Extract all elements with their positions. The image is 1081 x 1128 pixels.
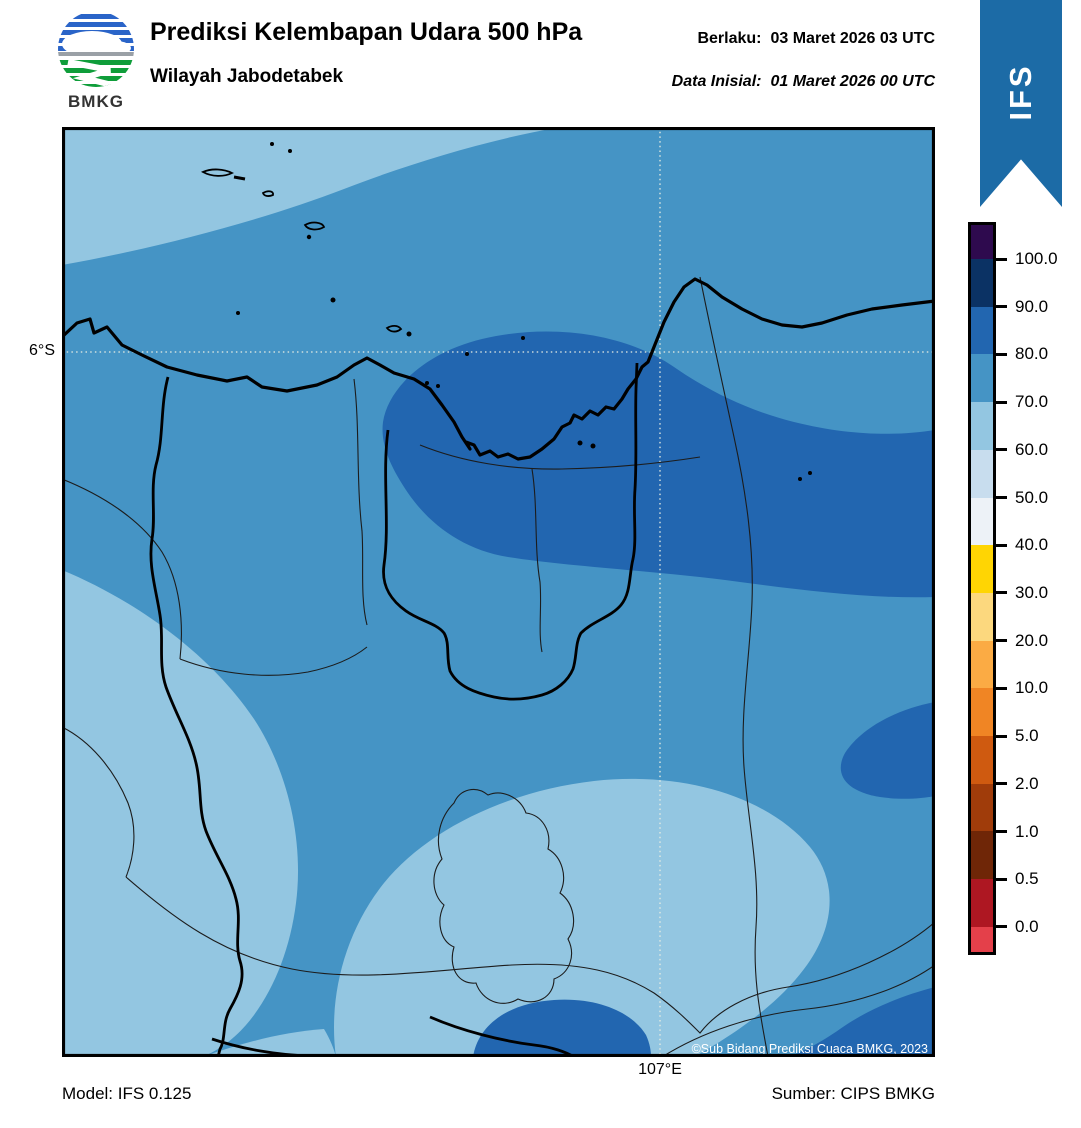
colorbar-segment-50-60 bbox=[971, 449, 993, 498]
valid-time-value: 03 Maret 2026 03 UTC bbox=[770, 30, 935, 47]
colorbar-ticks: 100.0 90.0 80.0 70.0 60.0 50.0 40.0 30.0 20.0 10.… bbox=[996, 222, 1081, 962]
init-time-value: 01 Maret 2026 00 UTC bbox=[770, 73, 935, 90]
colorbar-segment-2-5 bbox=[971, 736, 993, 784]
tick-mark-icon bbox=[996, 448, 1007, 452]
tick-label: 5.0 bbox=[1015, 726, 1039, 746]
tick-mark-icon bbox=[996, 734, 1007, 738]
coastline bbox=[62, 277, 935, 461]
lon-axis-label: 107°E bbox=[638, 1061, 682, 1078]
colorbar-tick-100.0: 100.0 bbox=[996, 249, 1058, 269]
tick-mark-icon bbox=[996, 925, 1007, 929]
district-boundaries bbox=[62, 276, 935, 1057]
tick-label: 70.0 bbox=[1015, 392, 1049, 412]
colorbar-segment-30-40 bbox=[971, 545, 993, 593]
valid-time-label: Berlaku: bbox=[697, 30, 762, 47]
tick-mark-icon bbox=[996, 591, 1007, 595]
tick-label: 90.0 bbox=[1015, 296, 1049, 316]
colorbar-tick-0.0: 0.0 bbox=[996, 917, 1039, 937]
map-copyright: ©Sub Bidang Prediksi Cuaca BMKG, 2023 bbox=[692, 1042, 928, 1056]
colorbar-tick-20.0: 20.0 bbox=[996, 631, 1048, 651]
colorbar: 100.0 90.0 80.0 70.0 60.0 50.0 40.0 30.0 20.0 10.… bbox=[968, 222, 1081, 962]
colorbar-tick-30.0: 30.0 bbox=[996, 583, 1048, 603]
colorbar-tick-10.0: 10.0 bbox=[996, 678, 1048, 698]
tick-mark-icon bbox=[996, 257, 1007, 261]
page-title: Prediksi Kelembapan Udara 500 hPa bbox=[150, 18, 583, 46]
province-boundaries bbox=[149, 362, 639, 1057]
tick-mark-icon bbox=[996, 352, 1007, 356]
model-ribbon-label: IFS bbox=[1003, 63, 1038, 121]
tick-mark-icon bbox=[996, 830, 1007, 834]
colorbar-tick-1.0: 1.0 bbox=[996, 822, 1039, 842]
tick-label: 0.5 bbox=[1015, 869, 1039, 889]
valid-time-line: Berlaku: 03 Maret 2026 03 UTC bbox=[595, 30, 935, 48]
colorbar-segment-gt-100 bbox=[971, 225, 993, 259]
colorbar-segment-60-70 bbox=[971, 402, 993, 450]
tick-label: 10.0 bbox=[1015, 678, 1049, 698]
colorbar-tick-80.0: 80.0 bbox=[996, 344, 1048, 364]
colorbar-segment-20-30 bbox=[971, 592, 993, 641]
lat-axis-label: 6°S bbox=[29, 342, 55, 359]
tick-mark-icon bbox=[996, 496, 1007, 500]
tick-label: 40.0 bbox=[1015, 535, 1049, 555]
tick-label: 60.0 bbox=[1015, 439, 1049, 459]
tick-mark-icon bbox=[996, 686, 1007, 690]
tick-label: 30.0 bbox=[1015, 582, 1049, 602]
islands bbox=[200, 142, 812, 481]
colorbar-segment-lt-0 bbox=[971, 926, 993, 952]
colorbar-tick-2.0: 2.0 bbox=[996, 774, 1039, 794]
colorbar-segment-1-2 bbox=[971, 783, 993, 832]
bmkg-logo-text: BMKG bbox=[68, 92, 124, 111]
tick-mark-icon bbox=[996, 400, 1007, 404]
tick-mark-icon bbox=[996, 543, 1007, 547]
colorbar-segment-90-100 bbox=[971, 259, 993, 307]
colorbar-segments bbox=[968, 222, 996, 955]
colorbar-tick-60.0: 60.0 bbox=[996, 440, 1048, 460]
bmkg-logo-icon bbox=[58, 11, 134, 87]
colorbar-tick-90.0: 90.0 bbox=[996, 297, 1048, 317]
model-ribbon: IFS bbox=[980, 0, 1062, 207]
colorbar-segment-0.5-1 bbox=[971, 831, 993, 880]
tick-mark-icon bbox=[996, 877, 1007, 881]
colorbar-segment-40-50 bbox=[971, 497, 993, 546]
colorbar-tick-0.5: 0.5 bbox=[996, 869, 1039, 889]
colorbar-tick-50.0: 50.0 bbox=[996, 488, 1048, 508]
footer-model: Model: IFS 0.125 bbox=[62, 1084, 192, 1103]
tick-label: 1.0 bbox=[1015, 821, 1039, 841]
tick-label: 50.0 bbox=[1015, 487, 1049, 507]
tick-mark-icon bbox=[996, 305, 1007, 309]
footer-source: Sumber: CIPS BMKG bbox=[771, 1084, 935, 1103]
tick-label: 0.0 bbox=[1015, 916, 1039, 936]
map-frame bbox=[62, 127, 935, 1057]
page-subtitle: Wilayah Jabodetabek bbox=[150, 66, 344, 87]
tick-label: 80.0 bbox=[1015, 344, 1049, 364]
tick-label: 2.0 bbox=[1015, 773, 1039, 793]
colorbar-segment-80-90 bbox=[971, 306, 993, 355]
tick-label: 20.0 bbox=[1015, 630, 1049, 650]
colorbar-segment-5-10 bbox=[971, 688, 993, 737]
colorbar-tick-40.0: 40.0 bbox=[996, 535, 1048, 555]
tick-mark-icon bbox=[996, 782, 1007, 786]
tick-mark-icon bbox=[996, 639, 1007, 643]
colorbar-tick-70.0: 70.0 bbox=[996, 392, 1048, 412]
init-time-line: Data Inisial: 01 Maret 2026 00 UTC bbox=[595, 73, 935, 91]
colorbar-segment-0-0.5 bbox=[971, 879, 993, 927]
weather-map: ©Sub Bidang Prediksi Cuaca BMKG, 2023 bbox=[62, 127, 935, 1057]
bmkg-logo: BMKG bbox=[50, 8, 142, 112]
colorbar-tick-5.0: 5.0 bbox=[996, 726, 1039, 746]
tick-label: 100.0 bbox=[1015, 249, 1058, 268]
colorbar-segment-10-20 bbox=[971, 640, 993, 689]
init-time-label: Data Inisial: bbox=[671, 73, 762, 90]
colorbar-segment-70-80 bbox=[971, 354, 993, 403]
